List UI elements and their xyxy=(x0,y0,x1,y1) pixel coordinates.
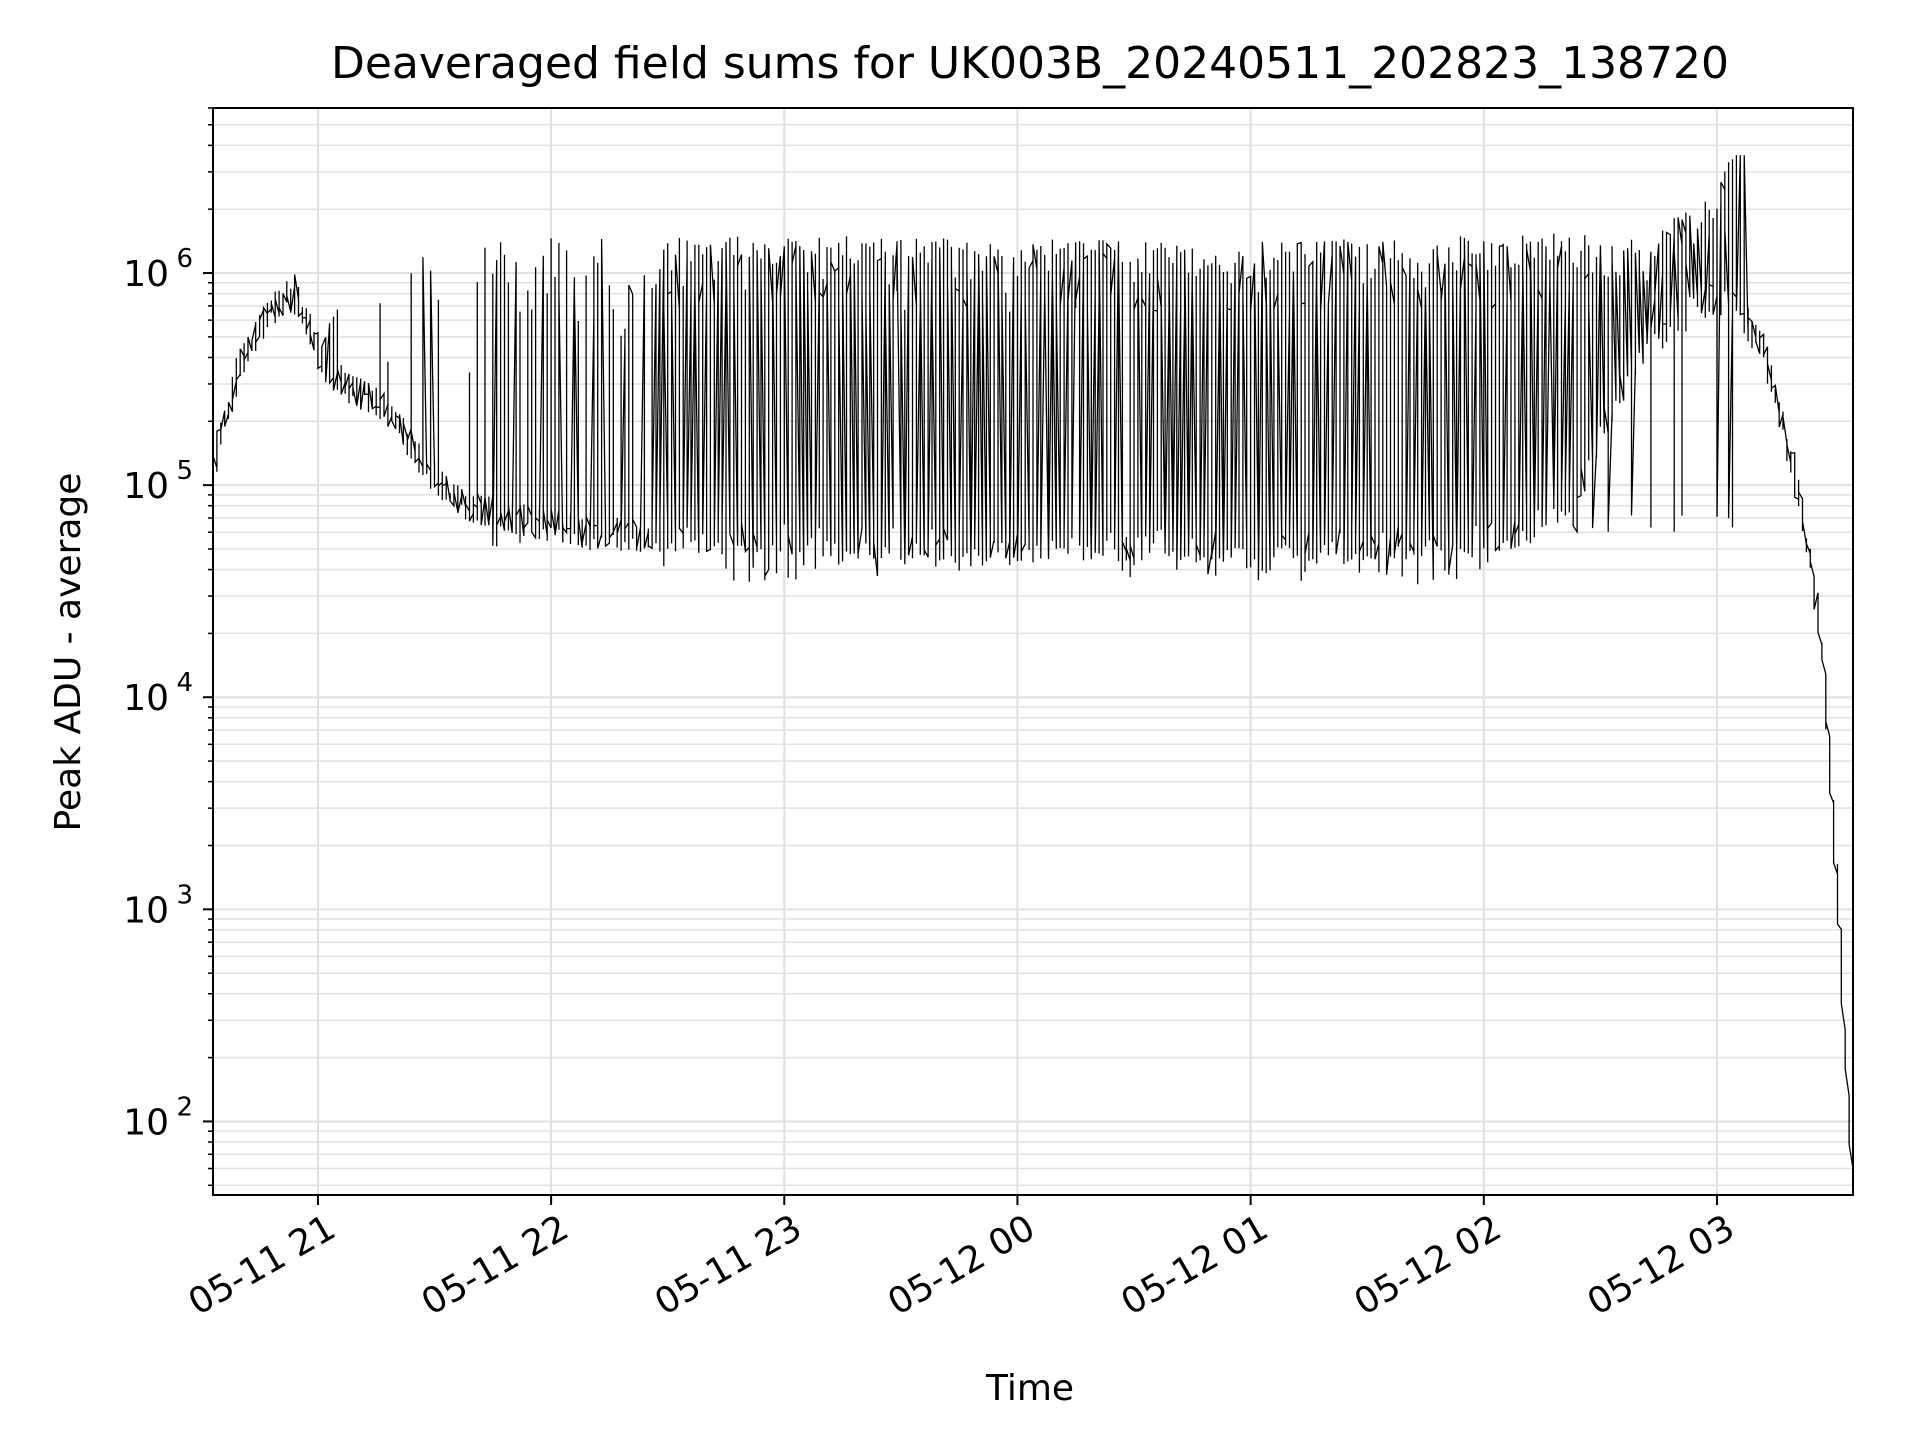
y-tick-exponent: 6 xyxy=(176,244,193,274)
x-axis-label: Time xyxy=(985,1368,1074,1409)
chart-title: Deaveraged field sums for UK003B_2024051… xyxy=(331,38,1729,89)
y-tick-label: 10 xyxy=(123,890,169,931)
y-axis-label: Peak ADU - average xyxy=(48,473,89,832)
series-line xyxy=(213,155,1853,1169)
y-tick-exponent: 5 xyxy=(176,456,193,486)
y-tick-label: 10 xyxy=(123,678,169,719)
line-layer xyxy=(213,155,1853,1169)
y-tick-label: 10 xyxy=(123,254,169,295)
plot-frame xyxy=(212,107,1854,1196)
y-tick-exponent: 2 xyxy=(176,1092,193,1122)
y-tick-exponent: 3 xyxy=(176,880,193,910)
y-tick-label: 10 xyxy=(123,466,169,507)
y-tick-exponent: 4 xyxy=(176,668,193,698)
y-tick-label: 10 xyxy=(123,1102,169,1143)
